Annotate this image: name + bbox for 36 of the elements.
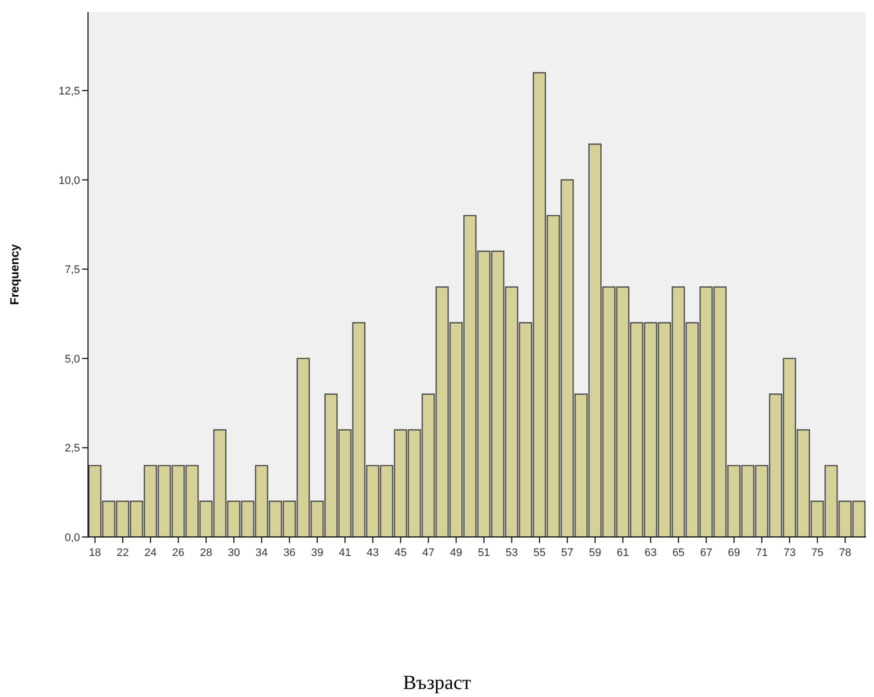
x-tick-label: 75 — [811, 547, 824, 559]
x-tick-label: 39 — [311, 547, 324, 559]
x-tick-label: 24 — [144, 547, 157, 559]
x-tick-label: 69 — [728, 547, 740, 559]
y-tick-label: 10,0 — [58, 174, 80, 187]
x-tick-label: 57 — [561, 547, 574, 559]
x-tick-label: 73 — [783, 547, 796, 559]
x-tick-label: 78 — [839, 547, 852, 559]
x-tick-label: 41 — [338, 547, 352, 559]
x-tick-label: 43 — [366, 547, 379, 559]
x-tick-label: 30 — [228, 547, 240, 559]
x-tick-label: 36 — [283, 547, 296, 559]
x-tick-label: 51 — [478, 547, 490, 559]
x-tick-label: 18 — [88, 547, 102, 559]
x-tick-label: 65 — [672, 547, 685, 559]
x-tick-label: 26 — [172, 547, 184, 559]
x-tick-label: 67 — [700, 547, 712, 559]
x-tick-label: 49 — [450, 547, 462, 559]
x-tick-label: 34 — [256, 547, 268, 559]
x-tick-label: 61 — [616, 547, 629, 559]
y-tick-label: 2,5 — [64, 442, 80, 455]
x-tick-label: 53 — [506, 547, 518, 559]
x-tick-label: 28 — [200, 547, 212, 559]
x-tick-label: 59 — [588, 547, 602, 559]
y-tick-label: 0,0 — [64, 532, 80, 544]
x-tick-label: 22 — [116, 547, 129, 559]
x-tick-label: 47 — [422, 547, 434, 559]
y-tick-label: 5,0 — [64, 353, 80, 366]
y-axis-title: Frequency — [7, 244, 22, 305]
x-tick-label: 71 — [756, 547, 768, 559]
y-tick-label: 7,5 — [64, 264, 80, 276]
x-tick-label: 45 — [394, 547, 407, 559]
text: Възраст — [402, 671, 472, 695]
x-tick-label: 63 — [644, 547, 657, 559]
y-tick-label: 12,5 — [58, 85, 80, 98]
x-tick-label: 55 — [533, 547, 546, 559]
